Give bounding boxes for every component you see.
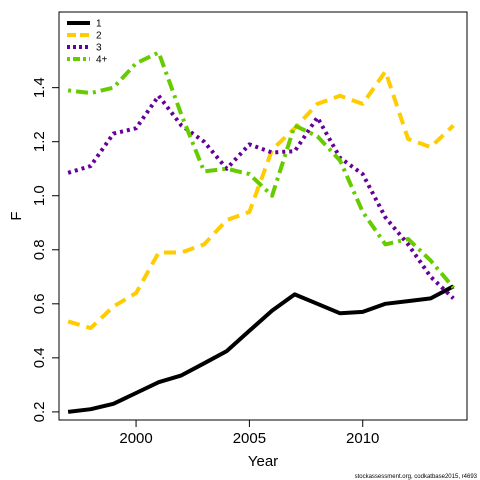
legend: 1234+ <box>67 19 108 66</box>
plot-frame <box>59 12 467 420</box>
legend-label-4: 4+ <box>96 55 108 66</box>
x-tick-label: 2000 <box>119 430 152 447</box>
series-line-1 <box>68 286 453 412</box>
credit-text: stockassessment.org, codkatbase2015, r46… <box>355 474 478 480</box>
x-axis: 2000 2005 2010 <box>119 420 379 447</box>
legend-label-3: 3 <box>96 43 102 54</box>
y-tick-label: 0.6 <box>31 293 48 314</box>
series-lines <box>68 53 453 412</box>
series-line-4 <box>68 53 453 288</box>
y-tick-label: 0.2 <box>31 401 48 422</box>
y-axis-title: F <box>8 211 25 220</box>
y-tick-label: 1.0 <box>31 185 48 206</box>
y-tick-label: 1.2 <box>31 131 48 152</box>
y-tick-label: 1.4 <box>31 77 48 98</box>
legend-label-2: 2 <box>96 31 102 42</box>
y-tick-label: 0.8 <box>31 239 48 260</box>
y-tick-label: 0.4 <box>31 347 48 368</box>
legend-label-1: 1 <box>96 19 102 30</box>
x-axis-title: Year <box>248 453 278 470</box>
y-axis: 0.2 0.4 0.6 0.8 1.0 1.2 1.4 <box>31 77 59 422</box>
series-line-3 <box>68 96 453 299</box>
x-tick-label: 2005 <box>233 430 266 447</box>
series-line-2 <box>68 71 453 328</box>
x-tick-label: 2010 <box>346 430 379 447</box>
